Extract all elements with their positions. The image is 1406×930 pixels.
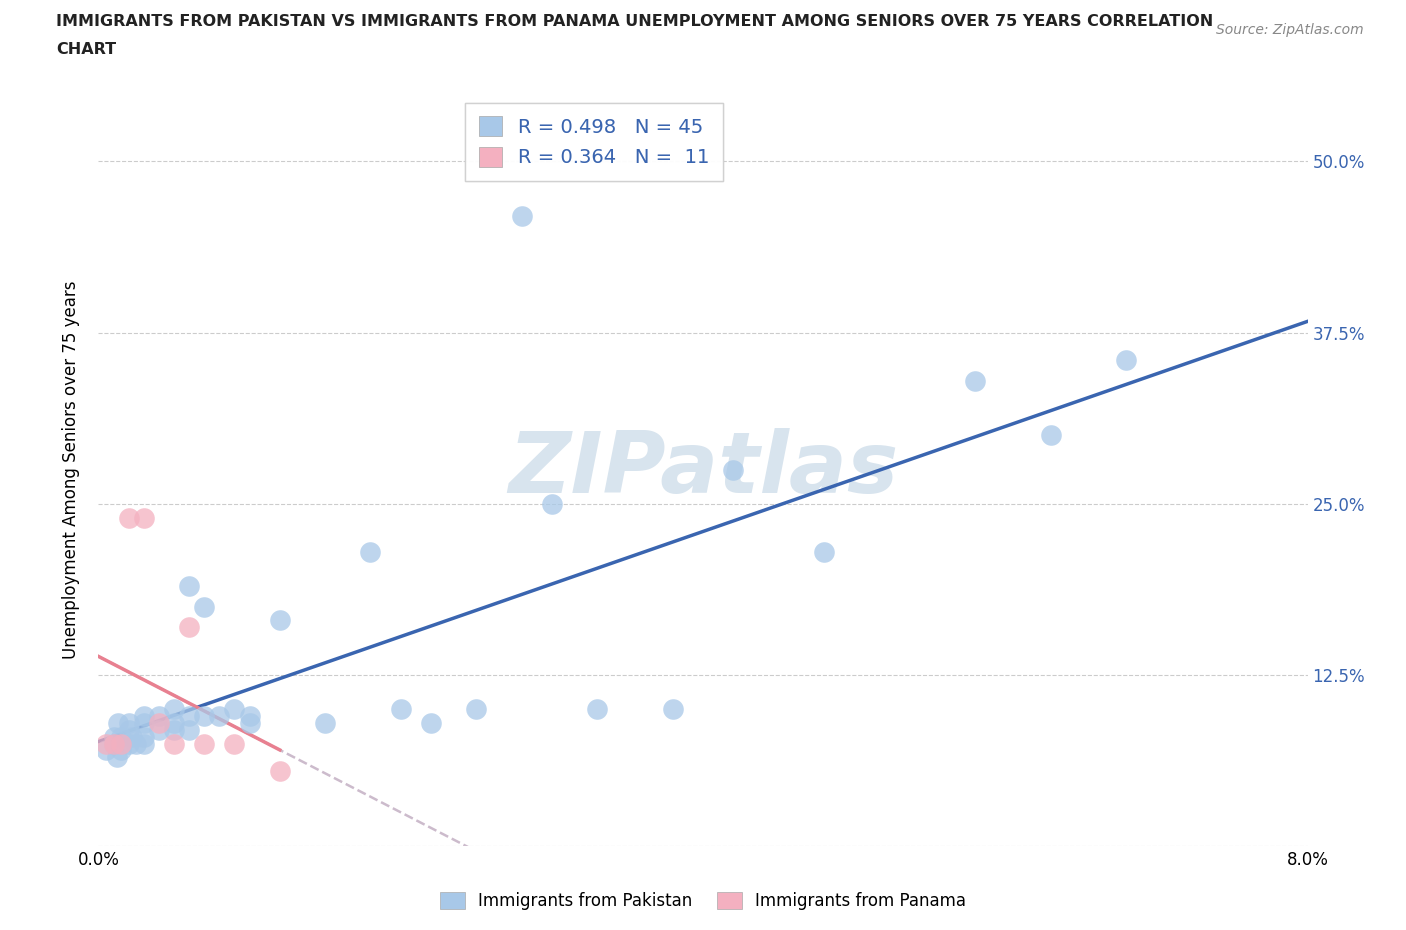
Point [132,709,155,724]
Point [586,702,609,717]
Point [132,511,155,525]
Point [239,715,262,730]
Text: CHART: CHART [56,42,117,57]
Point [121,729,143,744]
Text: IMMIGRANTS FROM PAKISTAN VS IMMIGRANTS FROM PANAMA UNEMPLOYMENT AMONG SENIORS OV: IMMIGRANTS FROM PAKISTAN VS IMMIGRANTS F… [56,14,1213,29]
Point [224,737,246,751]
Point [132,737,155,751]
Point [103,737,125,751]
Text: Source: ZipAtlas.com: Source: ZipAtlas.com [1216,23,1364,37]
Point [125,737,148,751]
Y-axis label: Unemployment Among Seniors over 75 years: Unemployment Among Seniors over 75 years [62,281,80,658]
Point [465,702,488,717]
Point [193,737,215,751]
Point [540,497,562,512]
Point [110,743,132,758]
Point [148,715,170,730]
Text: ZIPatlas: ZIPatlas [508,428,898,512]
Point [118,511,141,525]
Point [179,619,201,634]
Point [163,702,186,717]
Point [163,723,186,737]
Point [94,743,117,758]
Point [163,737,186,751]
Point [239,709,262,724]
Point [148,723,170,737]
Legend: Immigrants from Pakistan, Immigrants from Panama: Immigrants from Pakistan, Immigrants fro… [433,885,973,917]
Point [179,723,201,737]
Point [103,737,125,751]
Point [1115,352,1137,367]
Point [118,723,141,737]
Point [110,737,132,751]
Point [965,373,987,388]
Point [314,715,336,730]
Point [208,709,231,724]
Point [148,709,170,724]
Point [1039,428,1062,443]
Point [103,729,125,744]
Point [163,715,186,730]
Point [269,613,291,628]
Point [224,702,246,717]
Legend: R = 0.498   N = 45, R = 0.364   N =  11: R = 0.498 N = 45, R = 0.364 N = 11 [465,102,723,180]
Point [420,715,443,730]
Point [118,715,141,730]
Point [510,209,533,224]
Point [94,737,117,751]
Point [110,729,132,744]
Point [193,709,215,724]
Point [118,737,141,751]
Point [813,544,835,559]
Point [661,702,683,717]
Point [269,764,291,778]
Point [179,709,201,724]
Point [132,729,155,744]
Point [107,715,129,730]
Point [179,578,201,593]
Point [389,702,412,717]
Point [132,715,155,730]
Point [193,599,215,614]
Point [723,462,745,477]
Point [360,544,382,559]
Point [105,750,128,764]
